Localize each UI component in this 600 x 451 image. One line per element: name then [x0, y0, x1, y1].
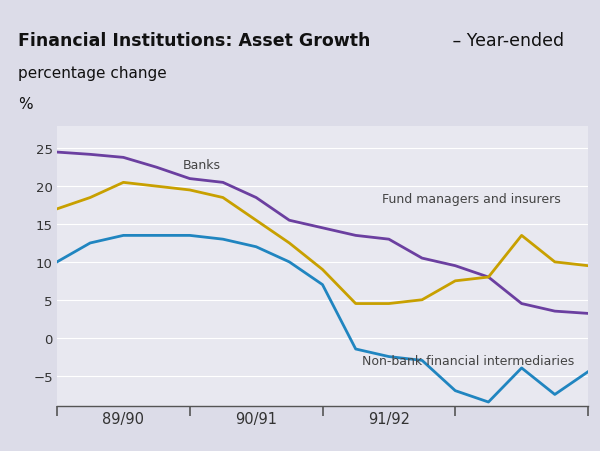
Text: percentage change: percentage change [18, 65, 167, 80]
Text: Financial Institutions: Asset Growth: Financial Institutions: Asset Growth [18, 32, 370, 50]
Text: – Year-ended: – Year-ended [447, 32, 564, 50]
Text: Fund managers and insurers: Fund managers and insurers [382, 193, 561, 206]
Text: Non-bank financial intermediaries: Non-bank financial intermediaries [362, 354, 575, 368]
Text: Banks: Banks [183, 159, 221, 172]
Text: %: % [18, 97, 32, 112]
